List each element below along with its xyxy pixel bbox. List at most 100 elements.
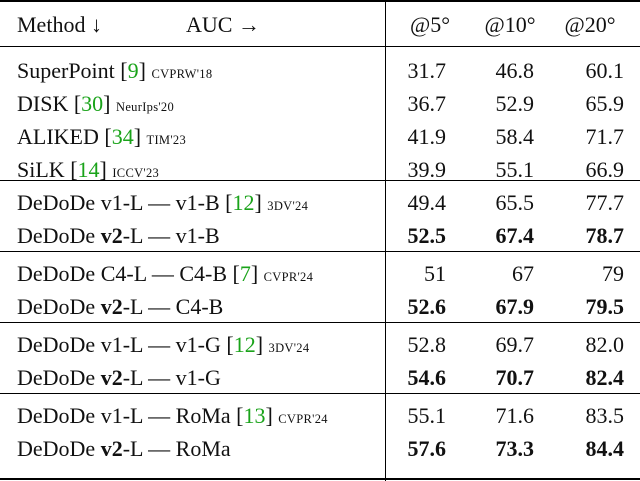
table-row: DeDoDe v2-L — RoMa 57.6 73.3 84.4 — [0, 432, 640, 465]
value-cell: 71.7 — [585, 124, 625, 149]
header-col-5deg: @5° — [409, 12, 451, 37]
value-cell: 82.4 — [585, 365, 625, 390]
value-cell: 41.9 — [407, 124, 447, 149]
header-auc: AUC → — [186, 12, 260, 37]
citation-number: 7 — [239, 261, 251, 286]
method-cell: DISK [30] NeurIps'20 — [17, 87, 174, 124]
method-v2: v2 — [100, 436, 123, 461]
method-cell: DeDoDe v1-L — v1-B [12] 3DV'24 — [17, 186, 308, 223]
value-cell: 51 — [424, 261, 446, 286]
method-name: DeDoDe — [17, 365, 101, 390]
value-cell: 58.4 — [495, 124, 535, 149]
table-row: DeDoDe v1-L — RoMa [13] CVPR'24 55.1 71.6 8… — [0, 399, 640, 432]
venue-label: CVPR'24 — [278, 412, 328, 426]
bottom-rule — [0, 478, 640, 480]
method-name: DeDoDe v1-L — RoMa — [17, 403, 231, 428]
method-name-suffix: -L — RoMa — [122, 436, 231, 461]
method-name: DeDoDe v1-L — v1-G — [17, 332, 221, 357]
citation-number: 14 — [77, 157, 100, 182]
value-cell: 79.5 — [585, 294, 625, 319]
method-name: SiLK — [17, 157, 65, 182]
method-name: DeDoDe — [17, 436, 101, 461]
header-rule — [0, 46, 640, 47]
value-cell: 39.9 — [407, 157, 447, 182]
citation: [30] — [73, 91, 111, 116]
method-cell: DeDoDe v2-L — RoMa — [17, 432, 231, 465]
group-rule — [0, 251, 640, 252]
citation-number: 12 — [232, 190, 255, 215]
value-cell: 54.6 — [407, 365, 447, 390]
method-v2: v2 — [100, 294, 123, 319]
value-cell: 49.4 — [407, 190, 447, 215]
value-cell: 52.6 — [407, 294, 447, 319]
value-cell: 82.0 — [585, 332, 625, 357]
value-cell: 55.1 — [495, 157, 535, 182]
method-name: DISK — [17, 91, 69, 116]
table-row: DeDoDe v2-L — v1-B 52.5 67.4 78.7 — [0, 219, 640, 252]
citation-number: 12 — [233, 332, 256, 357]
venue-label: TIM'23 — [146, 133, 186, 147]
method-name: DeDoDe C4-L — C4-B — [17, 261, 227, 286]
citation-number: 9 — [127, 58, 139, 83]
header-method: Method ↓ — [17, 12, 102, 37]
table-row: DeDoDe C4-L — C4-B [7] CVPR'24 51 67 79 — [0, 257, 640, 290]
value-cell: 65.5 — [495, 190, 535, 215]
method-name: ALIKED — [17, 124, 99, 149]
method-name-suffix: -L — v1-G — [122, 365, 221, 390]
citation: [14] — [70, 157, 107, 182]
citation: [13] — [236, 403, 273, 428]
method-cell: DeDoDe v2-L — C4-B — [17, 290, 223, 323]
value-cell: 79 — [602, 261, 624, 286]
value-cell: 70.7 — [495, 365, 535, 390]
method-name-suffix: -L — C4-B — [122, 294, 224, 319]
venue-label: ICCV'23 — [112, 166, 160, 180]
citation: [7] — [232, 261, 259, 286]
method-name: DeDoDe v1-L — v1-B — [17, 190, 220, 215]
table-row: DeDoDe v1-L — v1-B [12] 3DV'24 49.4 65.5 77… — [0, 186, 640, 219]
value-cell: 78.7 — [585, 223, 625, 248]
table-row: DISK [30] NeurIps'20 36.7 52.9 65.9 — [0, 87, 640, 120]
venue-label: CVPRW'18 — [151, 67, 213, 81]
table-row: SiLK [14] ICCV'23 39.9 55.1 66.9 — [0, 153, 640, 186]
column-separator — [385, 0, 386, 481]
header-col-10deg: @10° — [484, 12, 536, 37]
value-cell: 31.7 — [407, 58, 447, 83]
header-row: Method ↓ AUC → @5° @10° @20° — [0, 8, 640, 41]
value-cell: 57.6 — [407, 436, 447, 461]
value-cell: 67.4 — [495, 223, 535, 248]
table-row: DeDoDe v1-L — v1-G [12] 3DV'24 52.8 69.7 82… — [0, 328, 640, 361]
venue-label: 3DV'24 — [267, 199, 309, 213]
table-row: ALIKED [34] TIM'23 41.9 58.4 71.7 — [0, 120, 640, 153]
citation-number: 13 — [243, 403, 266, 428]
value-cell: 77.7 — [585, 190, 625, 215]
table-row: DeDoDe v2-L — v1-G 54.6 70.7 82.4 — [0, 361, 640, 394]
value-cell: 36.7 — [407, 91, 447, 116]
group-rule — [0, 322, 640, 323]
value-cell: 69.7 — [495, 332, 535, 357]
method-cell: SuperPoint [9] CVPRW'18 — [17, 54, 212, 91]
citation-number: 30 — [81, 91, 104, 116]
method-cell: DeDoDe v2-L — v1-B — [17, 219, 220, 252]
value-cell: 66.9 — [585, 157, 625, 182]
citation: [12] — [226, 332, 264, 357]
value-cell: 52.9 — [495, 91, 535, 116]
citation: [34] — [104, 124, 142, 149]
value-cell: 52.8 — [407, 332, 447, 357]
method-cell: DeDoDe C4-L — C4-B [7] CVPR'24 — [17, 257, 313, 294]
citation: [9] — [120, 58, 146, 83]
value-cell: 83.5 — [585, 403, 625, 428]
value-cell: 67.9 — [495, 294, 535, 319]
venue-label: 3DV'24 — [268, 341, 310, 355]
table-row: DeDoDe v2-L — C4-B 52.6 67.9 79.5 — [0, 290, 640, 323]
citation-number: 34 — [111, 124, 134, 149]
method-cell: DeDoDe v1-L — v1-G [12] 3DV'24 — [17, 328, 309, 365]
value-cell: 65.9 — [585, 91, 625, 116]
value-cell: 46.8 — [495, 58, 535, 83]
method-name: DeDoDe — [17, 223, 101, 248]
table-row: SuperPoint [9] CVPRW'18 31.7 46.8 60.1 — [0, 54, 640, 87]
header-col-20deg: @20° — [564, 12, 616, 37]
method-cell: ALIKED [34] TIM'23 — [17, 120, 186, 157]
method-v2: v2 — [100, 365, 123, 390]
top-rule — [0, 0, 640, 2]
value-cell: 55.1 — [407, 403, 447, 428]
